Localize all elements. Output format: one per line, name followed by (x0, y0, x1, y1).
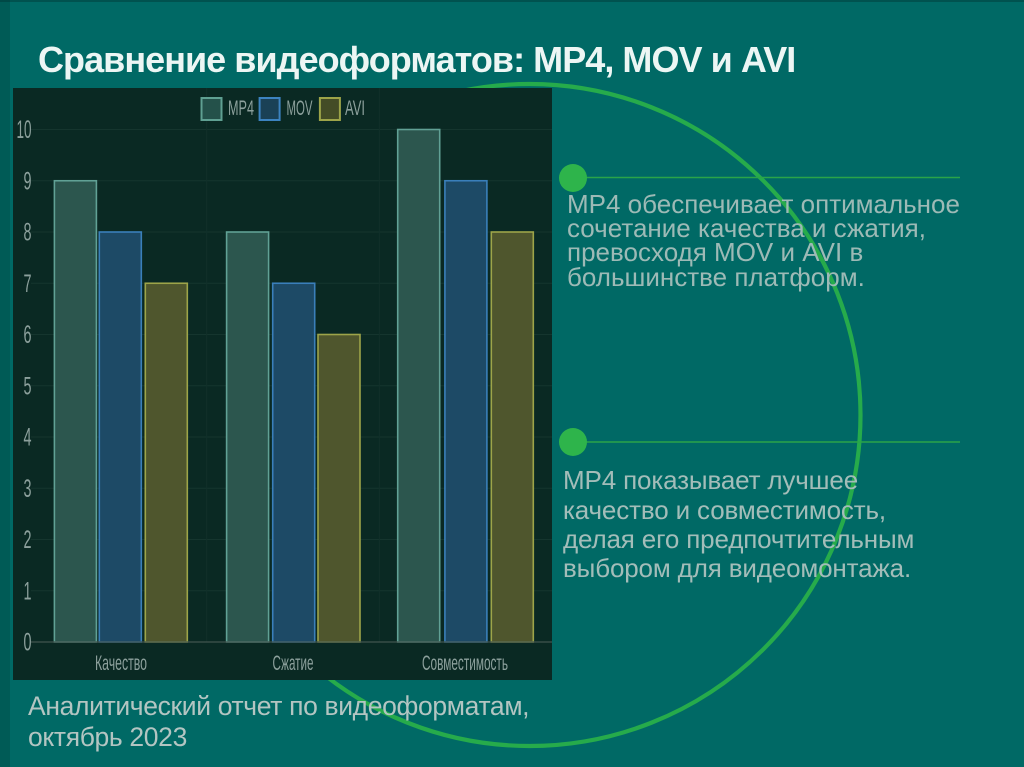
svg-text:Сжатие: Сжатие (273, 652, 314, 675)
svg-text:10: 10 (17, 116, 32, 144)
svg-text:4: 4 (24, 424, 32, 452)
svg-text:6: 6 (24, 321, 32, 349)
svg-text:9: 9 (24, 167, 32, 195)
svg-text:3: 3 (24, 475, 32, 503)
svg-text:MOV: MOV (287, 97, 313, 120)
svg-text:Качество: Качество (95, 652, 147, 675)
svg-text:AVI: AVI (345, 97, 365, 120)
svg-text:0: 0 (24, 629, 32, 657)
svg-text:Совместимость: Совместимость (422, 652, 508, 675)
svg-text:1: 1 (24, 577, 32, 605)
svg-text:2: 2 (24, 526, 32, 554)
svg-text:8: 8 (24, 219, 32, 247)
svg-text:7: 7 (24, 270, 32, 298)
svg-text:MP4: MP4 (228, 97, 254, 120)
svg-text:5: 5 (24, 372, 32, 400)
